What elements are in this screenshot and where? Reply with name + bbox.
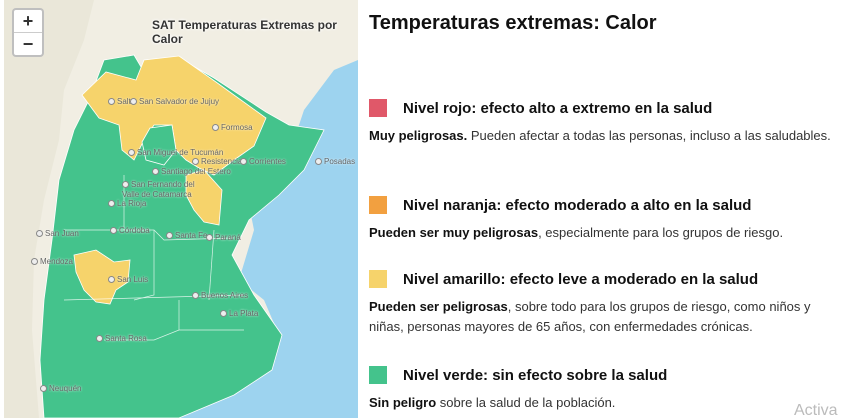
city-label: Posadas: [315, 157, 355, 166]
level-description: Sin peligro sobre la salud de la poblaci…: [369, 395, 616, 410]
map-title: SAT Temperaturas Extremas por Calor: [152, 18, 337, 46]
green-swatch: [369, 366, 387, 384]
city-label: Salta: [108, 97, 135, 106]
level-title: Nivel verde: sin efecto sobre la salud: [403, 366, 668, 384]
city-label: San Juan: [36, 229, 79, 238]
level-title: Nivel naranja: efecto moderado a alto en…: [403, 196, 752, 214]
page-title: Temperaturas extremas: Calor: [369, 12, 657, 34]
city-label: Santa Fe: [166, 231, 207, 240]
city-label: Santa Rosa: [96, 334, 147, 343]
zoom-in-button[interactable]: +: [22, 11, 34, 31]
city-label: San Miguel de Tucumán: [128, 148, 223, 157]
region-yellow-cuyo: [73, 249, 131, 305]
city-label: La Rioja: [108, 199, 146, 208]
city-label: Mendoza: [31, 257, 73, 266]
level-title: Nivel amarillo: efecto leve a moderado e…: [403, 270, 759, 288]
level-orange: Nivel naranja: efecto moderado a alto en…: [369, 195, 844, 243]
zoom-out-button[interactable]: −: [14, 32, 42, 55]
city-label: Formosa: [212, 123, 253, 132]
city-label: La Plata: [220, 309, 258, 318]
level-description: Pueden ser peligrosas, sobre todo para l…: [369, 299, 811, 334]
city-label: San Salvador de Jujuy: [130, 97, 219, 106]
red-swatch: [369, 99, 387, 117]
level-yellow: Nivel amarillo: efecto leve a moderado e…: [369, 269, 844, 337]
city-label: Córdoba: [110, 226, 150, 235]
level-description: Muy peligrosas. Pueden afectar a todas l…: [369, 128, 831, 143]
level-title: Nivel rojo: efecto alto a extremo en la …: [403, 99, 713, 117]
orange-swatch: [369, 196, 387, 214]
level-red: Nivel rojo: efecto alto a extremo en la …: [369, 98, 844, 146]
yellow-swatch: [369, 270, 387, 288]
city-label: San Luis: [108, 275, 148, 284]
level-green: Nivel verde: sin efecto sobre la salud S…: [369, 365, 844, 413]
activation-watermark: Activa: [794, 402, 838, 419]
city-label: Corrientes: [240, 157, 286, 166]
map-canvas: [4, 0, 358, 418]
zoom-control: + −: [12, 8, 44, 57]
city-label: Buenos Aires: [192, 291, 248, 300]
level-description: Pueden ser muy peligrosas, especialmente…: [369, 225, 784, 240]
city-label: San Fernando del Valle de Catamarca: [122, 180, 210, 200]
heat-alert-map[interactable]: + − SAT Temperaturas Extremas por Calor …: [4, 0, 358, 418]
city-label: Santiago del Estero: [152, 167, 231, 176]
city-label: Resistencia: [192, 157, 242, 166]
city-label: Neuquén: [40, 384, 81, 393]
city-label: Paraná: [206, 233, 241, 242]
